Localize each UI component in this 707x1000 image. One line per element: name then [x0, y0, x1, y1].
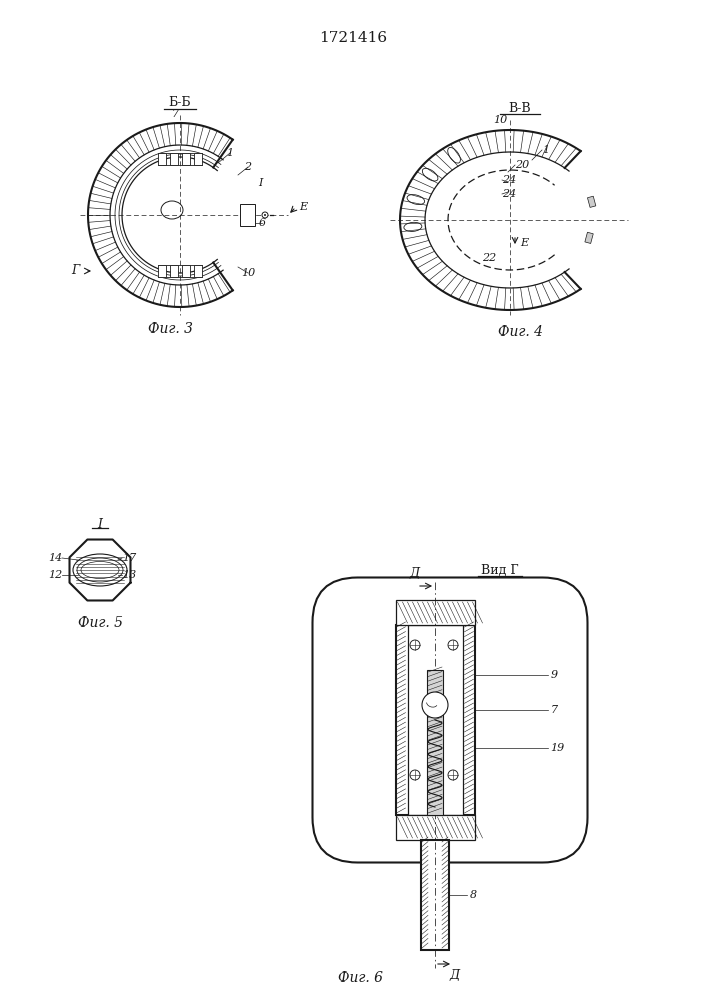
Bar	[158, 153, 166, 165]
Text: 19: 19	[551, 743, 565, 753]
Text: Фиг. 5: Фиг. 5	[78, 616, 122, 630]
Text: 20: 20	[515, 160, 530, 170]
Text: 2: 2	[245, 162, 252, 172]
Text: 10: 10	[241, 268, 255, 278]
Bar	[194, 153, 202, 165]
Text: Б-Б: Б-Б	[169, 97, 192, 109]
Bar	[588, 196, 596, 207]
Text: 13: 13	[122, 570, 136, 580]
Text: 7: 7	[171, 109, 179, 119]
Text: 24: 24	[502, 189, 516, 199]
Text: Фиг. 3: Фиг. 3	[148, 322, 192, 336]
Text: Д: Д	[450, 969, 460, 982]
Bar	[182, 153, 190, 165]
Bar	[395, 815, 474, 840]
Bar	[170, 265, 178, 277]
Circle shape	[264, 214, 266, 216]
Text: 17: 17	[122, 553, 136, 563]
Text: 1721416: 1721416	[319, 31, 387, 45]
Bar	[421, 840, 449, 950]
Text: 7: 7	[551, 705, 558, 715]
Text: E: E	[299, 202, 307, 212]
Text: I: I	[258, 178, 262, 188]
Text: 14: 14	[48, 553, 62, 563]
Text: 1: 1	[542, 145, 549, 155]
Circle shape	[422, 692, 448, 718]
Text: 12: 12	[48, 570, 62, 580]
Bar	[407, 625, 462, 815]
Bar	[585, 232, 593, 243]
Bar	[194, 265, 202, 277]
Text: I: I	[98, 518, 103, 532]
Circle shape	[262, 212, 268, 218]
Bar	[395, 600, 474, 625]
Text: 8: 8	[470, 890, 477, 900]
Text: 10: 10	[493, 115, 507, 125]
Text: Г: Г	[71, 264, 79, 277]
Text: Вид Г: Вид Г	[481, 564, 519, 576]
Text: В-В: В-В	[509, 102, 532, 114]
Text: Д: Д	[410, 567, 420, 580]
Text: 6: 6	[259, 218, 266, 228]
Text: 24: 24	[502, 175, 516, 185]
Bar	[395, 625, 474, 815]
Text: E: E	[520, 238, 528, 248]
Bar	[158, 265, 166, 277]
Text: 22: 22	[482, 253, 496, 263]
Text: Фиг. 6: Фиг. 6	[337, 971, 382, 985]
Text: Фиг. 4: Фиг. 4	[498, 325, 542, 339]
Text: 1: 1	[226, 148, 233, 158]
Bar	[170, 153, 178, 165]
Bar	[427, 670, 443, 815]
Text: 9: 9	[551, 670, 558, 680]
Bar	[182, 265, 190, 277]
Bar	[240, 204, 255, 226]
